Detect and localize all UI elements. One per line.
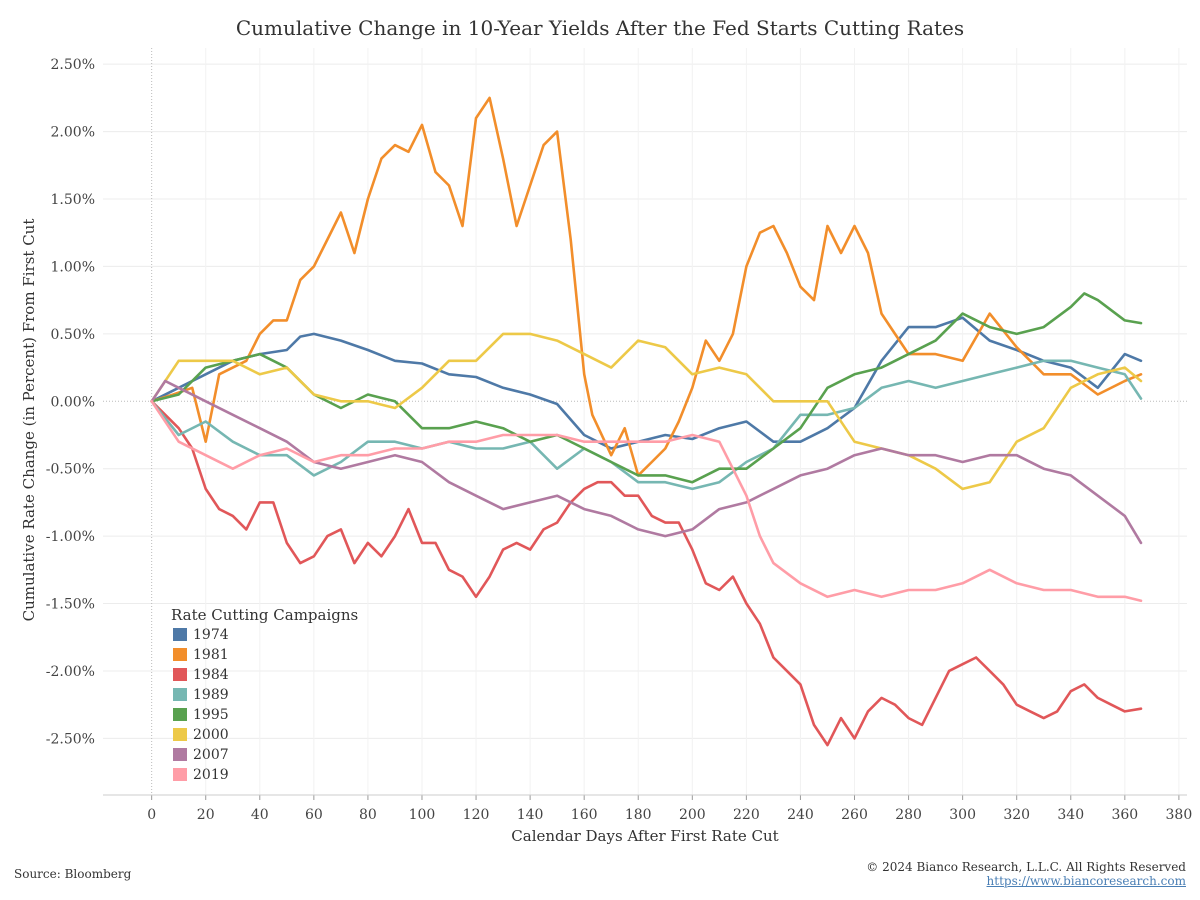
legend-swatch-1995	[173, 708, 187, 721]
series-layer	[150, 96, 1143, 747]
x-tick-label: 60	[305, 807, 323, 823]
x-tick-label: 80	[359, 807, 377, 823]
chart-title: Cumulative Change in 10-Year Yields Afte…	[235, 16, 965, 40]
series-line-1981	[150, 96, 1143, 477]
series-line-1974	[150, 316, 1143, 450]
legend-label-1984: 1984	[193, 667, 229, 683]
x-tick-label: 340	[1057, 807, 1084, 823]
copyright-block: © 2024 Bianco Research, L.L.C. All Right…	[866, 860, 1186, 888]
x-tick-label: 140	[517, 807, 544, 823]
x-tick-label: 220	[733, 807, 760, 823]
legend-swatch-1984	[173, 668, 187, 681]
source-note: Source: Bloomberg	[14, 867, 132, 881]
legend-label-2019: 2019	[193, 767, 229, 783]
grid-layer	[103, 48, 1187, 795]
x-tick-label: 40	[251, 807, 269, 823]
website-link[interactable]: https://www.biancoresearch.com	[986, 874, 1186, 888]
series-line-2007	[150, 379, 1143, 545]
legend-swatch-1981	[173, 648, 187, 661]
legend-swatch-1974	[173, 628, 187, 641]
legend-label-1995: 1995	[193, 707, 229, 723]
x-tick-label: 200	[679, 807, 706, 823]
legend-label-1989: 1989	[193, 687, 229, 703]
y-tick-label: 0.00%	[51, 394, 95, 410]
series-line-2000	[150, 332, 1143, 491]
y-tick-label: 2.00%	[51, 125, 95, 141]
legend-title: Rate Cutting Campaigns	[171, 606, 358, 624]
series-line-2019	[150, 399, 1143, 603]
y-tick-label: -2.50%	[46, 731, 95, 747]
y-axis-title: Cumulative Rate Change (in Percent) From…	[20, 219, 38, 622]
legend-label-1974: 1974	[193, 627, 229, 643]
x-tick-label: 280	[895, 807, 922, 823]
x-tick-label: 120	[463, 807, 490, 823]
x-tick-label: 20	[197, 807, 215, 823]
y-tick-label: -0.50%	[46, 462, 95, 478]
legend-label-1981: 1981	[193, 647, 229, 663]
axis-layer: 2.50% 2.00% 1.50% 1.00% 0.50% 0.00% -0.50% -1.0…	[46, 57, 1192, 823]
y-tick-label: 1.00%	[51, 259, 95, 275]
x-tick-label: 240	[787, 807, 814, 823]
legend-label-2007: 2007	[193, 747, 229, 763]
legend-swatch-2000	[173, 728, 187, 741]
x-tick-label: 100	[409, 807, 436, 823]
x-tick-label: 260	[841, 807, 868, 823]
copyright-text: © 2024 Bianco Research, L.L.C. All Right…	[866, 860, 1186, 874]
x-axis-title: Calendar Days After First Rate Cut	[511, 827, 778, 845]
series-line-1984	[150, 399, 1143, 747]
legend-swatch-2007	[173, 748, 187, 761]
legend: Rate Cutting Campaigns 1974 1981 1984 1989 1…	[171, 606, 358, 783]
x-tick-label: 0	[147, 807, 156, 823]
y-tick-label: 2.50%	[51, 57, 95, 73]
y-tick-label: 0.50%	[51, 327, 95, 343]
x-tick-label: 320	[1003, 807, 1030, 823]
x-tick-label: 380	[1166, 807, 1193, 823]
series-line-1989	[150, 359, 1143, 491]
x-tick-label: 160	[571, 807, 598, 823]
y-tick-label: -1.00%	[46, 529, 95, 545]
y-tick-label: -2.00%	[46, 664, 95, 680]
x-tick-label: 300	[949, 807, 976, 823]
legend-swatch-2019	[173, 768, 187, 781]
y-tick-label: -1.50%	[46, 597, 95, 613]
x-tick-label: 360	[1111, 807, 1138, 823]
legend-label-2000: 2000	[193, 727, 229, 743]
y-tick-label: 1.50%	[51, 192, 95, 208]
x-tick-label: 180	[625, 807, 652, 823]
legend-swatch-1989	[173, 688, 187, 701]
series-line-1995	[150, 292, 1143, 484]
